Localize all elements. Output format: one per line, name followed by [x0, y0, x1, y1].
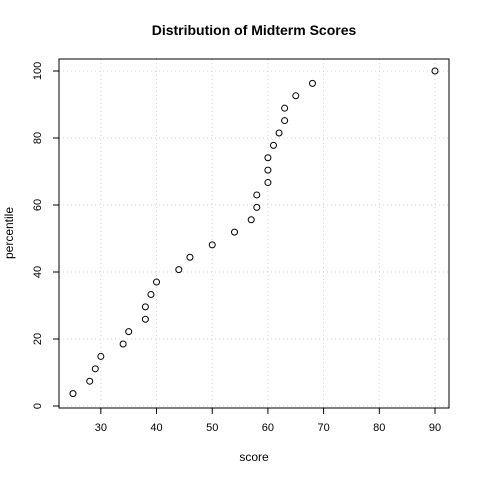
- data-point: [186, 253, 194, 261]
- chart-title: Distribution of Midterm Scores: [152, 22, 357, 38]
- data-point: [264, 179, 272, 187]
- x-tick-label: 90: [429, 422, 441, 434]
- data-point: [292, 92, 300, 100]
- y-tick-label: 100: [32, 62, 44, 80]
- x-tick-label: 50: [206, 422, 218, 434]
- data-point: [253, 191, 261, 199]
- x-axis-label: score: [239, 450, 269, 464]
- x-tick-label: 80: [373, 422, 385, 434]
- data-point: [141, 303, 149, 311]
- data-point: [253, 203, 261, 211]
- data-point: [119, 340, 127, 348]
- data-point: [97, 352, 105, 360]
- data-point: [69, 390, 77, 398]
- data-point: [91, 365, 99, 373]
- plot-frame: [58, 58, 450, 409]
- data-point: [275, 129, 283, 137]
- y-axis-label: percentile: [2, 207, 16, 259]
- data-point: [147, 290, 155, 298]
- data-point: [247, 216, 255, 224]
- x-tick-label: 70: [317, 422, 329, 434]
- x-tick-label: 60: [262, 422, 274, 434]
- y-axis: 0 20 40 60 80 100: [32, 62, 59, 409]
- data-point: [175, 266, 183, 274]
- data-point: [125, 328, 133, 336]
- data-point: [141, 315, 149, 323]
- x-tick-label: 40: [150, 422, 162, 434]
- y-tick-label: 0: [32, 403, 44, 409]
- data-point: [264, 166, 272, 174]
- data-point: [281, 117, 289, 125]
- data-point: [231, 228, 239, 236]
- data-point: [208, 241, 216, 249]
- data-point: [308, 79, 316, 87]
- y-tick-label: 80: [32, 132, 44, 144]
- x-tick-label: 30: [95, 422, 107, 434]
- y-tick-label: 60: [32, 199, 44, 211]
- y-tick-label: 20: [32, 333, 44, 345]
- data-point: [86, 377, 94, 385]
- data-point: [281, 104, 289, 112]
- gridlines: [59, 59, 449, 408]
- data-point: [153, 278, 161, 286]
- data-point: [264, 154, 272, 162]
- x-axis: 30 40 50 60 70 80 90: [95, 408, 441, 434]
- data-points: [69, 67, 439, 398]
- data-point: [431, 67, 439, 75]
- y-tick-label: 40: [32, 266, 44, 278]
- data-point: [269, 141, 277, 149]
